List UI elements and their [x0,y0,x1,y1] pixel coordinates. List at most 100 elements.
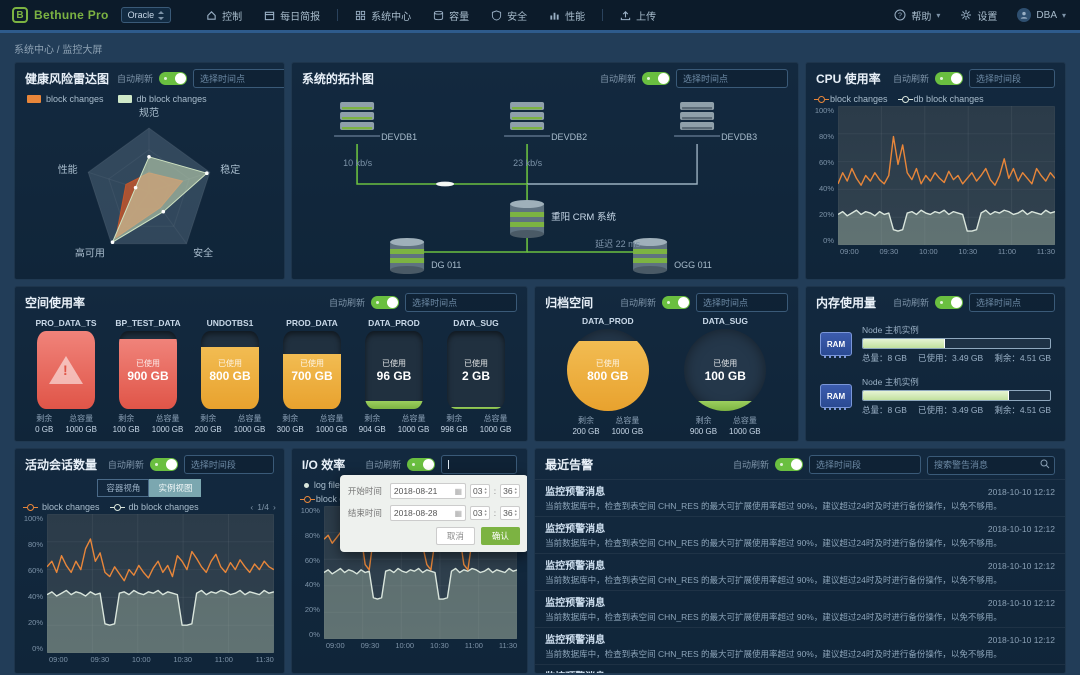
nav-item-daily-report[interactable]: 每日简报 [255,4,329,27]
db-selector-value: Oracle [127,10,155,20]
auto-refresh-toggle[interactable] [935,72,963,85]
server-node-devdb1[interactable] [333,102,380,137]
server-node-devdb2[interactable] [503,102,550,137]
panel-title: I/O 效率 [301,458,346,472]
tablespace-card[interactable]: BP_TEST_DATA 已使用 900 GB 剩余 100 GB 总容量 1000 … [112,318,184,434]
confirm-button[interactable]: 确认 [480,527,520,545]
end-minute-stepper[interactable]: 36 ▴ ▾ [500,506,520,520]
auto-refresh-toggle[interactable] [149,458,178,471]
cancel-button[interactable]: 取消 [435,527,475,545]
svg-text:规范: 规范 [139,106,159,119]
auto-refresh-toggle[interactable] [159,72,188,85]
db-node-dg[interactable] [389,238,424,274]
archive-card[interactable]: DATA_PROD 已使用 800 GB 剩余 200 GB 总容量 1000 GB [566,316,649,436]
time-range-input[interactable] [969,69,1055,88]
panel-title: CPU 使用率 [816,72,881,86]
end-hour-stepper[interactable]: 03 ▴ ▾ [470,506,490,520]
calendar-icon [264,11,275,20]
time-range-input[interactable] [808,455,921,475]
legend-log-file-sync[interactable]: log file sync [303,480,361,490]
tablespace-card[interactable]: DATA_SUG 已使用 2 GB 剩余 998 GB 总容量 1000 GB [440,318,512,434]
stepper-arrows-icon[interactable]: ▴ ▾ [514,486,517,495]
auto-refresh-toggle[interactable] [371,296,400,309]
start-date-input[interactable]: 2018-08-21 ▦ [389,483,467,499]
db-node-ogg[interactable] [632,238,667,274]
nav-item-security[interactable]: 安全 [482,4,536,27]
settings-menu[interactable]: 设置 [958,4,999,27]
brand-logo-icon: B [12,7,28,23]
time-range-input[interactable] [183,455,274,474]
nav-item-capacity[interactable]: 容量 [424,4,478,27]
nav-item-upload[interactable]: 上传 [611,4,665,27]
page-prev-button[interactable]: ‹ [250,502,254,512]
legend-marker [303,482,309,488]
nav-item-system-center[interactable]: 系统中心 [346,4,420,27]
end-date-input[interactable]: 2018-08-28 ▦ [389,505,467,521]
legend-block-changes[interactable]: block changes [814,94,888,104]
brand-name: Bethune Pro [34,8,109,22]
help-menu[interactable]: ? 帮助 ▾ [892,4,942,27]
view-button-instance[interactable]: 实例视图 [149,479,202,497]
db-selector[interactable]: Oracle [120,7,172,23]
tablespace-card[interactable]: UNDOTBS1 已使用 800 GB 剩余 200 GB 总容量 1000 GB [194,318,266,434]
search-icon [1040,459,1050,469]
auto-refresh-label: 自动刷新 [599,74,636,84]
auto-refresh-toggle[interactable] [935,296,964,309]
auto-refresh-toggle[interactable] [407,458,436,471]
time-point-input[interactable] [405,293,518,312]
navbar-accent-strip [0,30,1080,33]
legend-db-block-changes[interactable]: db block changes [117,94,207,104]
archive-sphere: 已使用 100 GB [684,329,767,411]
user-menu[interactable]: DBA ▾ [1015,4,1068,26]
tablespace-card[interactable]: PROD_DATA 已使用 700 GB 剩余 300 GB 总容量 1000 GB [276,318,348,434]
start-hour-stepper[interactable]: 03 ▴ ▾ [470,484,490,498]
stepper-arrows-icon[interactable]: ▴ ▾ [484,508,487,517]
panel-active-sessions: 活动会话数量 自动刷新 容器视角 实例视图 block changes d [14,448,285,674]
time-point-input[interactable] [696,293,789,312]
auto-refresh-toggle[interactable] [774,458,803,472]
svg-text:DG 011: DG 011 [431,260,461,270]
db-node-crm[interactable] [509,200,544,238]
archive-card[interactable]: DATA_SUG 已使用 100 GB 剩余 900 GB 总容量 1000 GB [684,316,767,436]
panel-cpu-usage: CPU 使用率 自动刷新 block changes db block chan… [805,62,1066,280]
panel-health-radar: 健康风险雷达图 自动刷新 block changes db block chan… [14,62,285,280]
page-next-button[interactable]: › [273,502,276,512]
legend-block-changes[interactable]: block changes [23,502,100,512]
alert-search-input[interactable] [926,455,1055,475]
auto-refresh-toggle[interactable] [662,296,691,309]
svg-text:?: ? [898,12,902,19]
tablespace-card[interactable]: DATA_PROD 已使用 96 GB 剩余 904 GB 总容量 1000 GB [358,318,430,434]
stepper-arrows-icon[interactable]: ▴ ▾ [514,508,517,517]
legend-db-block-changes[interactable]: db block changes [109,502,199,512]
stepper-arrows-icon[interactable]: ▴ ▾ [484,486,487,495]
auto-refresh-toggle[interactable] [642,72,670,85]
panel-topology: 系统的拓扑图 自动刷新 [290,62,799,280]
time-point-input[interactable] [193,69,284,88]
warning-icon [49,356,83,384]
panel-title: 健康风险雷达图 [25,72,110,86]
bar-chart-icon [550,12,559,20]
archive-sphere: 已使用 800 GB [566,329,649,411]
time-point-input[interactable] [676,69,788,88]
legend-block-changes[interactable]: block changes [27,94,104,104]
view-button-container[interactable]: 容器视角 [97,479,150,497]
time-range-input[interactable] [441,455,518,474]
start-minute-stepper[interactable]: 36 ▴ ▾ [500,484,520,498]
legend-marker [109,503,125,511]
server-node-devdb3[interactable] [673,102,720,137]
legend-db-block-changes[interactable]: db block changes [897,94,984,104]
nav-item-performance[interactable]: 性能 [540,4,594,27]
nav-item-control[interactable]: 控制 [197,4,251,27]
chevron-down-icon: ▾ [936,10,941,20]
panel-title: 活动会话数量 [25,458,98,472]
time-point-input[interactable] [969,293,1056,312]
